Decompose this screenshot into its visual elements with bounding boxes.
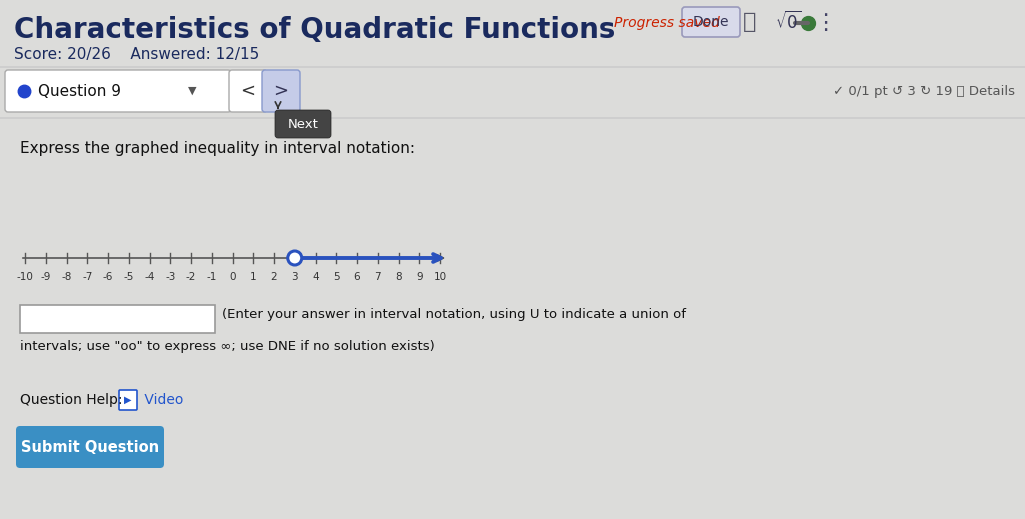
Text: Score: 20/26    Answered: 12/15: Score: 20/26 Answered: 12/15 [14, 48, 259, 62]
Text: -8: -8 [62, 272, 72, 282]
FancyBboxPatch shape [262, 70, 300, 112]
Text: ▶: ▶ [124, 395, 132, 405]
Text: -4: -4 [145, 272, 155, 282]
FancyBboxPatch shape [16, 426, 164, 468]
Text: Submit Question: Submit Question [20, 440, 159, 455]
Text: 0: 0 [230, 272, 236, 282]
Text: Done: Done [693, 15, 729, 29]
Text: ▼: ▼ [188, 86, 196, 96]
Text: Characteristics of Quadratic Functions: Characteristics of Quadratic Functions [14, 16, 615, 44]
Text: -5: -5 [124, 272, 134, 282]
Text: -9: -9 [41, 272, 51, 282]
Text: 6: 6 [354, 272, 361, 282]
Text: Question 9: Question 9 [38, 84, 121, 99]
Text: Question Help:: Question Help: [20, 393, 123, 407]
Text: Video: Video [140, 393, 183, 407]
FancyBboxPatch shape [682, 7, 740, 37]
Text: intervals; use "oo" to express ∞; use DNE if no solution exists): intervals; use "oo" to express ∞; use DN… [20, 340, 435, 353]
Text: -2: -2 [186, 272, 196, 282]
Text: 3: 3 [291, 272, 298, 282]
Text: 4: 4 [313, 272, 319, 282]
Text: 2: 2 [271, 272, 278, 282]
Circle shape [288, 251, 301, 265]
Text: $\sqrt{0}$: $\sqrt{0}$ [775, 11, 802, 33]
Text: 8: 8 [396, 272, 402, 282]
Text: ⎙: ⎙ [743, 12, 756, 32]
Text: Express the graphed inequality in interval notation:: Express the graphed inequality in interv… [20, 141, 415, 156]
Text: >: > [274, 82, 288, 100]
FancyBboxPatch shape [229, 70, 266, 112]
FancyBboxPatch shape [119, 390, 137, 410]
Text: 10: 10 [434, 272, 447, 282]
Text: 5: 5 [333, 272, 339, 282]
Text: Next: Next [288, 117, 319, 130]
FancyBboxPatch shape [20, 305, 215, 333]
Text: ✓ 0/1 pt ↺ 3 ↻ 19 ⓘ Details: ✓ 0/1 pt ↺ 3 ↻ 19 ⓘ Details [833, 85, 1015, 98]
Text: -6: -6 [102, 272, 113, 282]
FancyBboxPatch shape [5, 70, 231, 112]
Text: 7: 7 [374, 272, 381, 282]
Text: 1: 1 [250, 272, 256, 282]
FancyBboxPatch shape [275, 110, 331, 138]
Text: <: < [241, 82, 255, 100]
Text: -7: -7 [82, 272, 92, 282]
Text: (Enter your answer in interval notation, using U to indicate a union of: (Enter your answer in interval notation,… [222, 308, 686, 321]
Text: -3: -3 [165, 272, 175, 282]
Text: ⋮: ⋮ [814, 13, 836, 33]
Text: -1: -1 [207, 272, 217, 282]
Text: Progress saved: Progress saved [614, 16, 720, 30]
Text: -10: -10 [16, 272, 34, 282]
Text: 9: 9 [416, 272, 422, 282]
